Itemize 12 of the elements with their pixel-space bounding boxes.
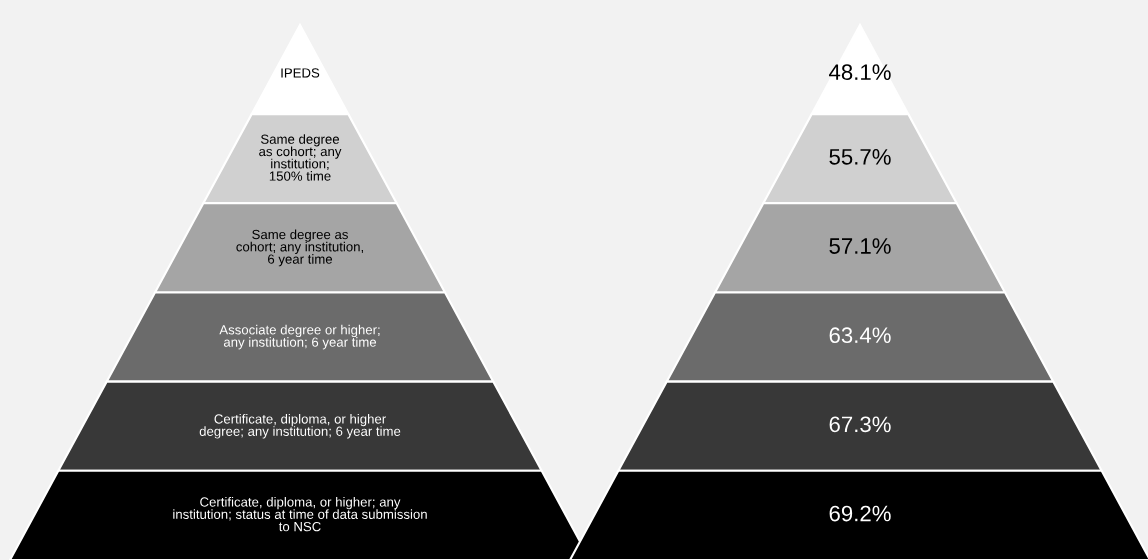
category-label: Associate degree or higher; any institution; 6 year time — [219, 324, 380, 350]
category-label: Certificate, diploma, or higher; any institution; status at time of data submission to NSC — [173, 496, 427, 532]
category-label: Same degree as cohort; any institution, 6 year time — [236, 229, 363, 267]
data-label: 69.2% — [829, 505, 891, 522]
data-label: 67.3% — [829, 416, 891, 433]
data-label: 48.1% — [829, 64, 891, 81]
category-label: Same degree as cohort; any institution; 150% time — [259, 134, 342, 181]
category-label: Certificate, diploma, or higher degree; any institution; 6 year time — [199, 413, 401, 439]
data-label: 57.1% — [829, 238, 891, 254]
category-label: IPEDS — [281, 68, 320, 78]
data-label: 63.4% — [829, 327, 891, 344]
data-label: 55.7% — [829, 149, 891, 165]
